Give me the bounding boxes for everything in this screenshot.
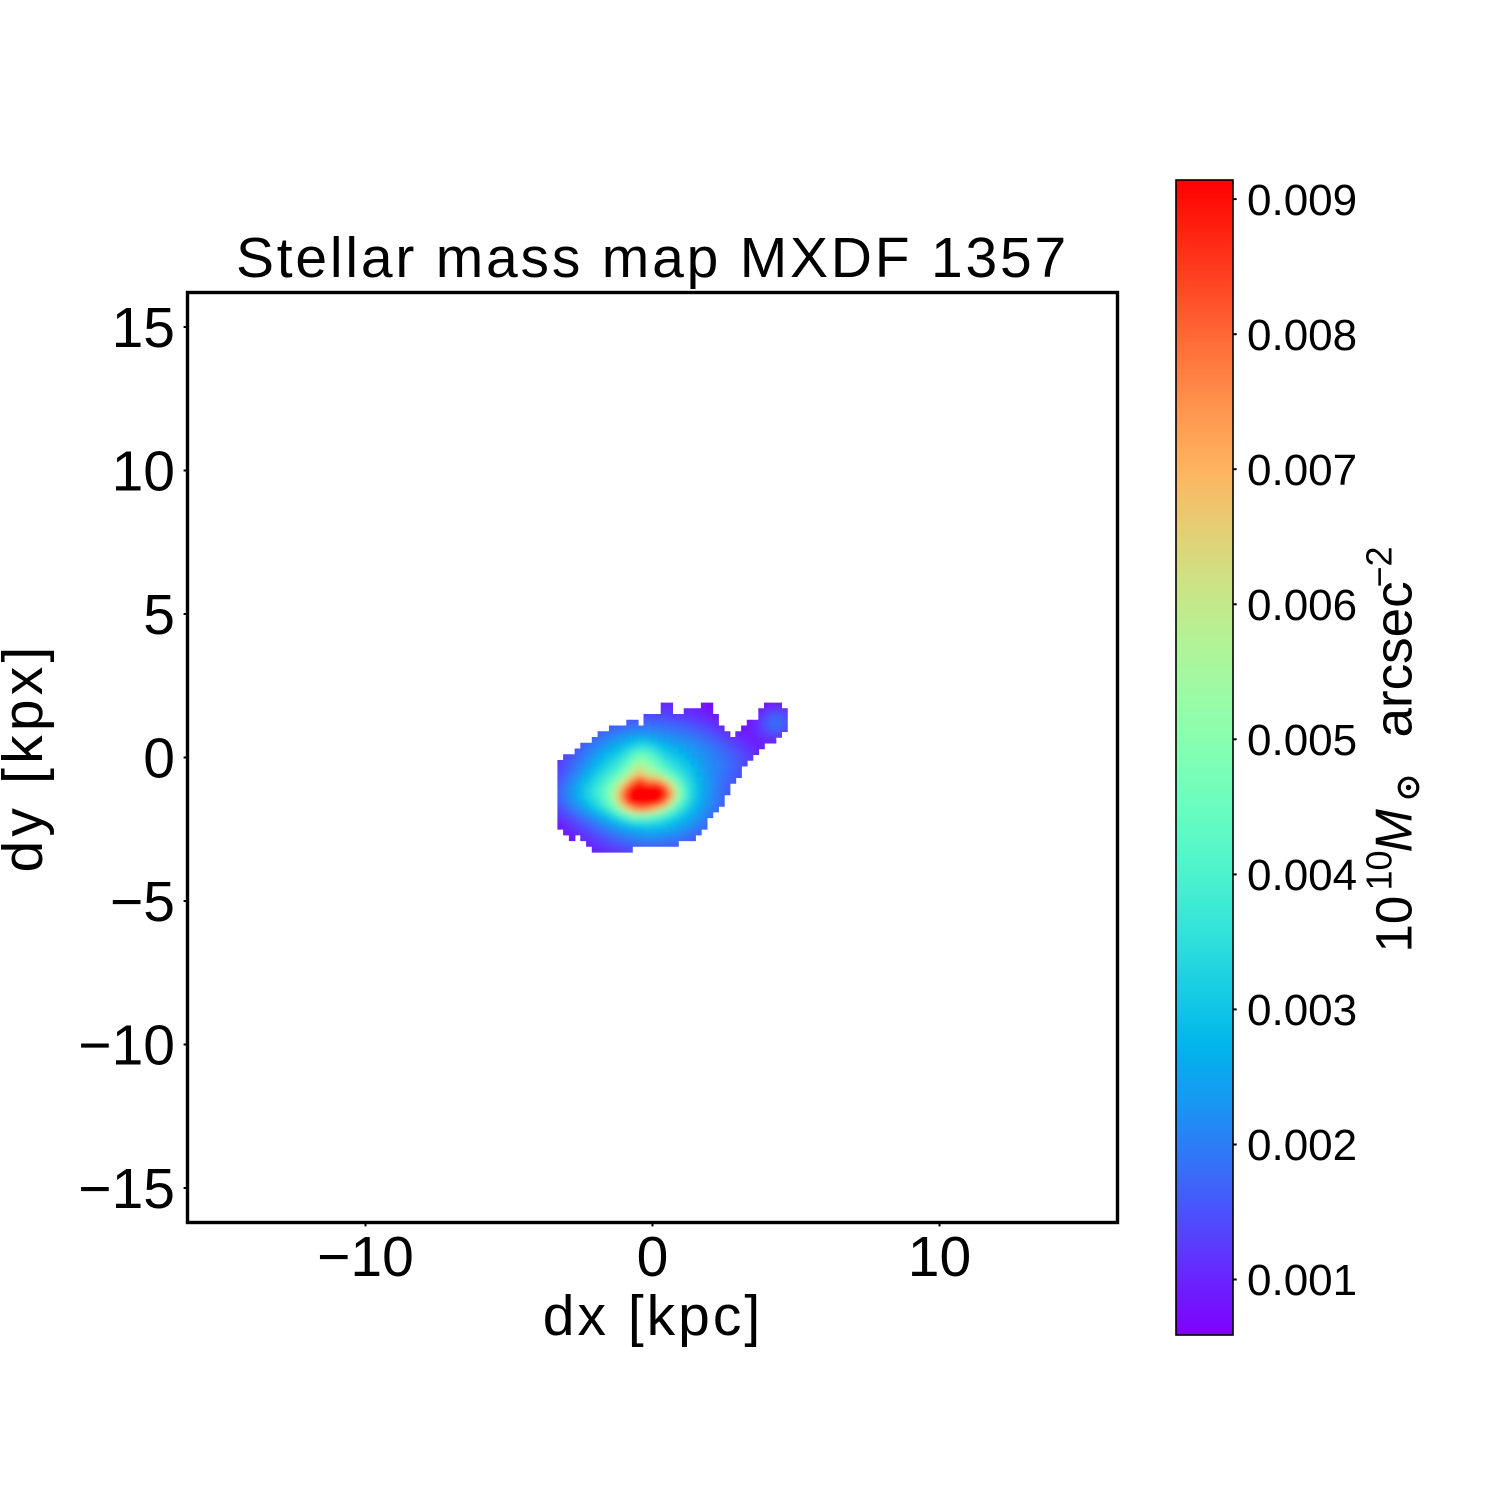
svg-text:M: M — [1366, 809, 1424, 853]
svg-text:0.001: 0.001 — [1247, 1256, 1357, 1305]
svg-text:arcsec: arcsec — [1365, 581, 1424, 737]
svg-text:10: 10 — [908, 1225, 971, 1289]
svg-text:dx [kpc]: dx [kpc] — [543, 1284, 763, 1348]
svg-text:Stellar mass map MXDF 1357: Stellar mass map MXDF 1357 — [236, 226, 1069, 290]
svg-text:0.005: 0.005 — [1247, 716, 1357, 765]
svg-text:0.009: 0.009 — [1247, 176, 1357, 225]
svg-text:5: 5 — [143, 583, 175, 647]
svg-text:−5: −5 — [110, 870, 175, 934]
svg-text:−10: −10 — [78, 1014, 175, 1078]
svg-text:0.004: 0.004 — [1247, 851, 1357, 900]
svg-text:0: 0 — [637, 1225, 669, 1289]
svg-text:10: 10 — [1366, 896, 1423, 953]
svg-text:0.003: 0.003 — [1247, 986, 1357, 1035]
svg-text:10: 10 — [1359, 850, 1400, 890]
svg-text:0.008: 0.008 — [1247, 311, 1357, 360]
svg-text:−10: −10 — [317, 1225, 414, 1289]
svg-text:−15: −15 — [78, 1157, 175, 1221]
svg-text:−2: −2 — [1359, 546, 1400, 587]
svg-text:0: 0 — [143, 727, 175, 791]
svg-text:0.002: 0.002 — [1247, 1121, 1357, 1170]
svg-text:10: 10 — [112, 440, 175, 504]
svg-text:dy [kpx]: dy [kpx] — [0, 642, 55, 872]
svg-text:0.006: 0.006 — [1247, 581, 1357, 630]
svg-text:0.007: 0.007 — [1247, 446, 1357, 495]
svg-text:15: 15 — [112, 296, 175, 360]
